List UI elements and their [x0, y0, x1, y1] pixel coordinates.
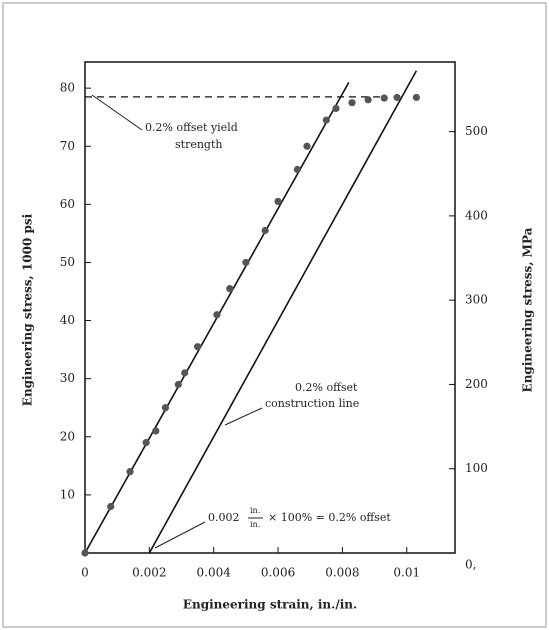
y-tick-label: 60 — [60, 197, 75, 211]
y-axis-label: Engineering stress, 1000 psi — [21, 213, 35, 406]
data-point — [194, 343, 202, 351]
data-point — [303, 142, 311, 150]
leader — [224, 407, 263, 426]
annotation: × 100% = 0.2% offset — [268, 511, 391, 524]
leader — [154, 521, 206, 549]
data-point — [181, 369, 189, 377]
data-point — [107, 502, 115, 511]
y-tick-label: 30 — [60, 371, 75, 385]
y2-tick-label: 500 — [465, 124, 488, 138]
y2-axis-label: Engineering stress, MPa — [521, 227, 535, 392]
annotation: in. — [250, 520, 260, 529]
annotation: 0.2% offset — [295, 381, 358, 394]
x-tick-label: 0.01 — [393, 566, 420, 580]
annotation: 0.2% offset yield — [145, 121, 238, 134]
x-tick-label: 0.004 — [197, 566, 232, 580]
data-point — [412, 93, 420, 102]
y2-tick-label: 300 — [465, 293, 488, 307]
data-point — [293, 165, 301, 174]
y2-tick-label: 400 — [465, 208, 488, 222]
offset-line — [148, 70, 418, 554]
data-point — [332, 104, 340, 113]
annotation: 0.002 — [208, 511, 240, 524]
y2-tick-label: 100 — [465, 461, 488, 475]
y-tick-label: 80 — [60, 81, 75, 95]
annotation: in. — [250, 506, 260, 515]
data-point — [261, 226, 269, 235]
x-tick-label: 0.008 — [325, 566, 359, 580]
y-tick-label: 20 — [60, 429, 75, 443]
data-point — [174, 380, 182, 389]
y-tick-label: 70 — [60, 139, 75, 153]
annotation: strength — [175, 138, 222, 151]
y2-tick-label: 0, — [465, 558, 476, 572]
data-point — [126, 468, 134, 476]
data-point — [274, 197, 282, 206]
y-tick-label: 50 — [60, 255, 75, 269]
data-point — [81, 549, 89, 557]
data-point — [152, 427, 160, 435]
y-tick-label: 10 — [60, 487, 75, 501]
x-tick-label: 0.006 — [261, 566, 295, 580]
data-point — [226, 285, 234, 293]
data-point — [380, 94, 388, 102]
plot-frame — [84, 61, 456, 554]
data-point — [142, 438, 150, 447]
data-point — [348, 99, 356, 107]
data-point — [161, 404, 170, 412]
data-point — [393, 93, 401, 102]
x-tick-label: 0 — [81, 566, 89, 580]
leader — [91, 94, 143, 131]
data-point — [213, 311, 221, 319]
x-axis-label: Engineering strain, in./in. — [183, 598, 357, 612]
y-tick-label: 40 — [60, 313, 75, 327]
annotation: construction line — [265, 397, 359, 410]
x-tick-label: 0.002 — [132, 566, 166, 580]
y2-tick-label: 200 — [465, 377, 488, 391]
data-point — [242, 258, 250, 267]
data-point — [322, 116, 330, 124]
data-point — [364, 96, 372, 104]
